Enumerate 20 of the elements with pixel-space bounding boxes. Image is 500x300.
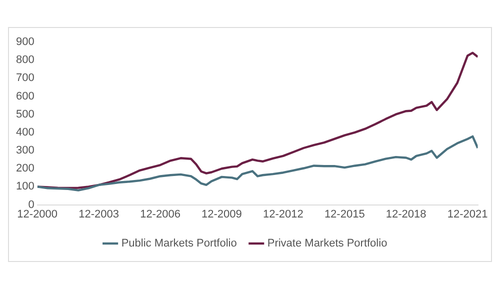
y-tick-label: 100 <box>16 180 34 193</box>
x-tick-label: 12-2006 <box>140 208 180 220</box>
x-tick-label: 12-2000 <box>17 208 58 220</box>
y-tick-label: 300 <box>16 144 34 157</box>
y-tick-label: 400 <box>16 126 34 138</box>
legend-label: Private Markets Portfolio <box>267 238 388 250</box>
x-tick-label: 12-2009 <box>202 208 242 220</box>
y-tick-label: 800 <box>16 54 34 66</box>
legend-label: Public Markets Portfolio <box>121 238 237 250</box>
y-tick-label: 900 <box>16 36 34 48</box>
y-tick-label: 600 <box>16 90 34 102</box>
y-tick-label: 500 <box>16 108 34 120</box>
y-tick-label: 200 <box>16 162 34 175</box>
y-tick-label: 700 <box>16 72 34 84</box>
x-tick-label: 12-2018 <box>386 208 426 220</box>
y-tick-label: 0 <box>28 198 34 211</box>
x-tick-label: 12-2003 <box>78 208 119 220</box>
x-tick-label: 12-2015 <box>324 208 365 220</box>
x-tick-label: 12-2021 <box>447 208 488 220</box>
x-tick-label: 12-2012 <box>262 208 304 220</box>
